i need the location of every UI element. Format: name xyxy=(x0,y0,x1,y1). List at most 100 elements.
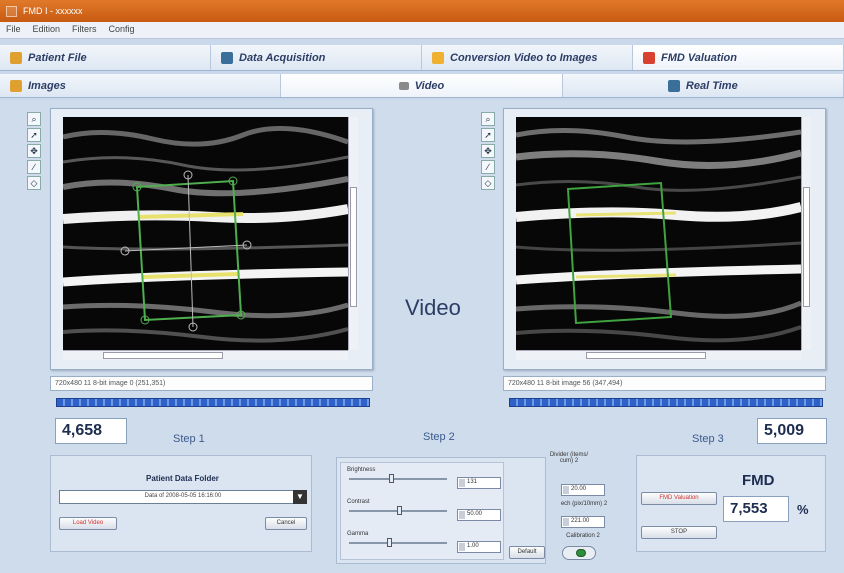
zoom-icon[interactable]: ⌕ xyxy=(27,112,41,126)
patient-data-select[interactable]: Data of 2008-05-05 16:16:00 ▼ xyxy=(59,490,307,504)
toggle-indicator xyxy=(576,549,586,557)
divider-label: Divider (items/ cum) 2 xyxy=(549,452,589,464)
camera-icon xyxy=(398,81,409,90)
tab-real-time[interactable]: Real Time xyxy=(562,74,844,97)
roi-icon[interactable]: ◇ xyxy=(481,176,495,190)
gamma-field[interactable]: 1.00 xyxy=(457,541,501,553)
patient-data-selected: Data of 2008-05-05 16:16:00 xyxy=(144,493,222,499)
image-adjust-panel: Brightness 131 Contrast 50.00 Gamma xyxy=(336,457,546,564)
brightness-track xyxy=(349,478,447,480)
default-button[interactable]: Default xyxy=(509,546,545,559)
left-progress-bar xyxy=(56,398,370,407)
tab-data-acquisition[interactable]: Data Acquisition xyxy=(211,45,422,70)
stop-button[interactable]: STOP xyxy=(641,526,717,539)
right-progress-bar xyxy=(509,398,823,407)
menu-edition[interactable]: Edition xyxy=(32,24,61,34)
step-3-label: Step 3 xyxy=(692,433,724,445)
right-ultrasound-image[interactable] xyxy=(516,117,801,350)
film-icon xyxy=(432,51,444,64)
right-image-viewer xyxy=(503,108,826,370)
brightness-field[interactable]: 131 xyxy=(457,477,501,489)
fmd-panel: FMD FMD Valuation 7,553 % STOP xyxy=(636,455,826,552)
tab-fmd-valuation[interactable]: FMD Valuation xyxy=(633,45,844,70)
pixel-ratio-label: ech (pix/10mm) 2 xyxy=(560,501,608,507)
tab-real-time-label: Real Time xyxy=(685,79,738,92)
chevron-down-icon[interactable]: ▼ xyxy=(293,490,307,504)
tab-patient-file-label: Patient File xyxy=(28,51,87,64)
tab-patient-file[interactable]: Patient File xyxy=(0,45,211,70)
step-1-label: Step 1 xyxy=(173,433,205,445)
menu-bar: File Edition Filters Config xyxy=(0,22,844,39)
folder-icon xyxy=(10,51,22,64)
pan-icon[interactable]: ✥ xyxy=(27,144,41,158)
fmd-unit: % xyxy=(797,502,809,517)
contrast-label: Contrast xyxy=(347,499,370,505)
calibration-toggle[interactable] xyxy=(562,546,596,560)
left-diameter-value: 4,658 xyxy=(55,418,127,444)
step-2-label: Step 2 xyxy=(423,431,455,443)
tab-images[interactable]: Images xyxy=(0,74,282,97)
pan-icon[interactable]: ✥ xyxy=(481,144,495,158)
gamma-track xyxy=(349,542,447,544)
left-vscroll-thumb[interactable] xyxy=(350,187,357,307)
brightness-slider[interactable]: Brightness xyxy=(347,467,487,485)
adjust-sliders-group: Brightness 131 Contrast 50.00 Gamma xyxy=(340,462,504,560)
right-vscroll-thumb[interactable] xyxy=(803,187,810,307)
spin-icon[interactable] xyxy=(563,486,569,494)
pointer-icon[interactable]: ➚ xyxy=(27,128,41,142)
right-image-info: 720x480 11 8-bit image 56 (347,494) xyxy=(503,376,826,391)
spin-icon[interactable] xyxy=(459,543,465,551)
main-tab-bar: Patient File Data Acquisition Conversion… xyxy=(0,45,844,71)
contrast-knob[interactable] xyxy=(397,506,402,515)
right-hscroll-thumb[interactable] xyxy=(586,352,706,359)
patient-data-title: Patient Data Folder xyxy=(146,474,219,483)
right-vertical-scrollbar[interactable] xyxy=(801,117,811,350)
title-bar: FMD I - xxxxxx xyxy=(0,0,844,22)
left-horizontal-scrollbar[interactable] xyxy=(63,350,348,360)
figure-icon xyxy=(643,51,655,64)
tab-data-acquisition-label: Data Acquisition xyxy=(239,51,326,64)
contrast-slider[interactable]: Contrast xyxy=(347,499,487,517)
zoom-icon[interactable]: ⌕ xyxy=(481,112,495,126)
fmd-valuation-button[interactable]: FMD Valuation xyxy=(641,492,717,505)
line-icon[interactable]: ∕ xyxy=(481,160,495,174)
tab-video[interactable]: Video xyxy=(281,74,563,97)
pointer-icon[interactable]: ➚ xyxy=(481,128,495,142)
spin-icon[interactable] xyxy=(563,518,569,526)
line-icon[interactable]: ∕ xyxy=(27,160,41,174)
tab-fmd-valuation-label: FMD Valuation xyxy=(661,51,737,64)
tab-images-label: Images xyxy=(28,79,66,92)
window-title: FMD I - xxxxxx xyxy=(23,6,83,16)
gamma-slider[interactable]: Gamma xyxy=(347,531,487,549)
roi-icon[interactable]: ◇ xyxy=(27,176,41,190)
fmd-content: ⌕ ➚ ✥ ∕ ◇ xyxy=(0,100,844,573)
spin-icon[interactable] xyxy=(459,479,465,487)
left-hscroll-thumb[interactable] xyxy=(103,352,223,359)
divider-field[interactable]: 20.00 xyxy=(561,484,605,496)
gamma-knob[interactable] xyxy=(387,538,392,547)
gamma-value: 1.00 xyxy=(467,543,479,549)
video-label: Video xyxy=(405,295,461,320)
tab-video-label: Video xyxy=(414,79,445,92)
contrast-field[interactable]: 50.00 xyxy=(457,509,501,521)
tab-conversion[interactable]: Conversion Video to Images xyxy=(422,45,633,70)
left-ultrasound-image[interactable] xyxy=(63,117,348,350)
cancel-button[interactable]: Cancel xyxy=(265,517,307,530)
left-vertical-scrollbar[interactable] xyxy=(348,117,358,350)
menu-file[interactable]: File xyxy=(6,24,21,34)
load-video-button[interactable]: Load Video xyxy=(59,517,117,530)
right-horizontal-scrollbar[interactable] xyxy=(516,350,801,360)
spin-icon[interactable] xyxy=(459,511,465,519)
menu-config[interactable]: Config xyxy=(108,24,135,34)
menu-filters[interactable]: Filters xyxy=(72,24,97,34)
sub-tab-bar: Images Video Real Time xyxy=(0,74,844,98)
image-icon xyxy=(10,79,22,92)
pixel-ratio-field[interactable]: 221.00 xyxy=(561,516,605,528)
fmd-value: 7,553 xyxy=(723,496,789,522)
pixel-ratio-value: 221.00 xyxy=(571,518,590,524)
person-icon xyxy=(221,51,233,64)
app-icon xyxy=(6,5,17,17)
brightness-knob[interactable] xyxy=(389,474,394,483)
left-image-viewer xyxy=(50,108,373,370)
gamma-label: Gamma xyxy=(347,531,369,537)
